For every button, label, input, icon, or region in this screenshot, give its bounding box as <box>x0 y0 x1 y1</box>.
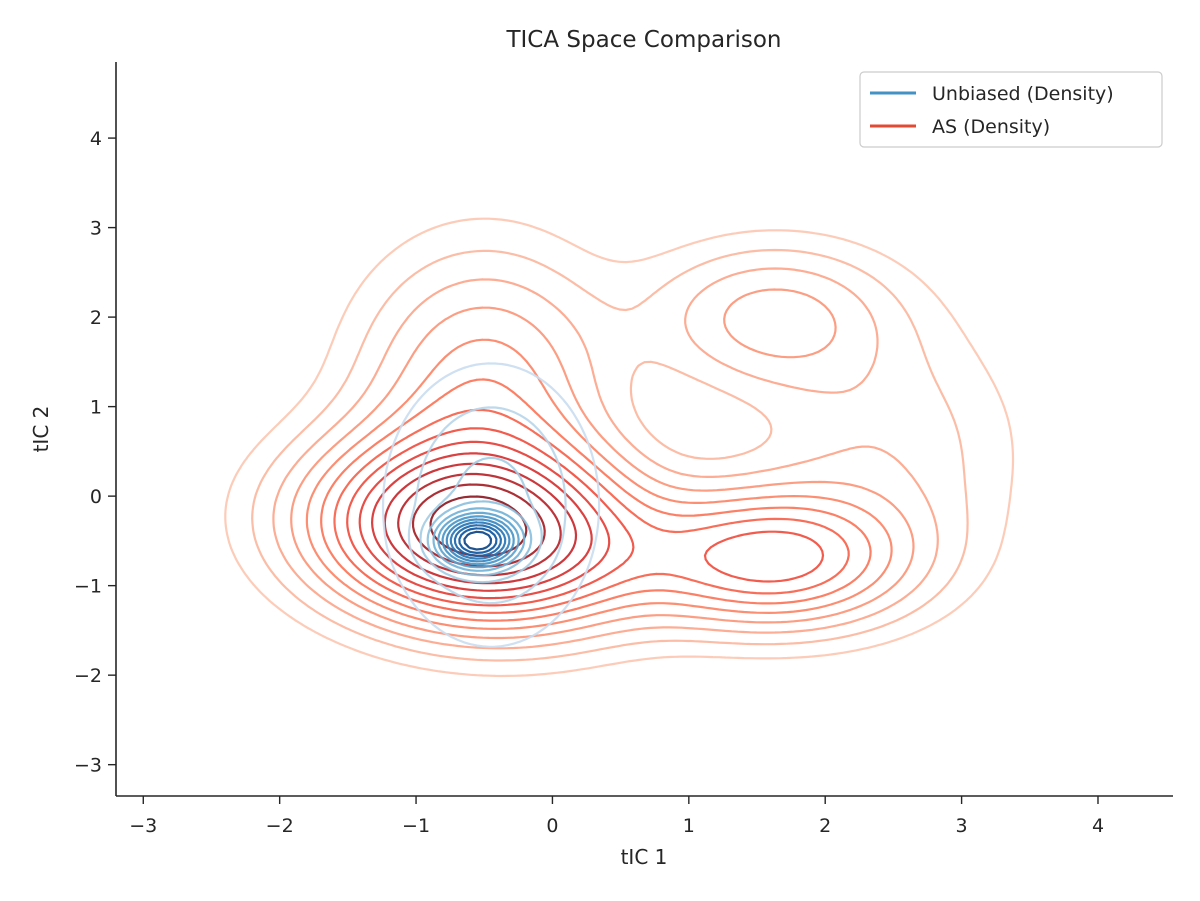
unbiased-contour-level-9 <box>449 521 507 560</box>
x-tick-label: 1 <box>683 815 695 837</box>
legend-label-unbiased: Unbiased (Density) <box>932 83 1114 105</box>
x-tick-label: −1 <box>402 815 430 837</box>
unbiased-contour-level-11 <box>458 527 498 554</box>
as-contour-level-3 <box>272 267 939 650</box>
as-contour-level-11 <box>383 462 578 585</box>
x-axis-title: tIC 1 <box>621 845 668 869</box>
x-tick-label: −2 <box>266 815 294 837</box>
as-contour-level-8 <box>346 427 825 607</box>
x-axis-ticks: −3 −2 −1 0 1 2 3 4 <box>129 796 1104 837</box>
y-tick-label: 4 <box>90 128 102 150</box>
chart-title: TICA Space Comparison <box>505 27 781 53</box>
as-density-contours <box>224 217 1015 678</box>
as-contour-level-2 <box>251 248 969 662</box>
as-contour-level-7 <box>333 408 850 614</box>
unbiased-contour-level-3 <box>419 456 543 584</box>
unbiased-contour-level-5 <box>432 507 526 572</box>
as-contour-level-6 <box>320 378 872 622</box>
unbiased-contour-level-4 <box>426 500 533 577</box>
unbiased-contour-level-1 <box>381 362 601 648</box>
plot-area <box>224 217 1015 678</box>
y-tick-label: 0 <box>90 486 102 508</box>
unbiased-contour-level-8 <box>445 518 511 563</box>
unbiased-contour-level-12 <box>463 530 493 551</box>
y-tick-label: −3 <box>74 755 102 777</box>
x-tick-label: 3 <box>956 815 968 837</box>
y-tick-label: 3 <box>90 218 102 240</box>
y-tick-label: 2 <box>90 307 102 329</box>
unbiased-contour-level-6 <box>437 511 520 569</box>
y-tick-label: −2 <box>74 665 102 687</box>
x-tick-label: 0 <box>546 815 558 837</box>
unbiased-contour-level-7 <box>441 515 515 566</box>
x-tick-label: −3 <box>129 815 157 837</box>
y-tick-label: 1 <box>90 397 102 419</box>
legend-label-as: AS (Density) <box>932 116 1050 138</box>
as-contour-level-4 <box>290 288 915 640</box>
as-contour-level-1 <box>224 217 1015 678</box>
as-contour-level-5 <box>305 338 893 630</box>
as-contour-level-10 <box>371 452 593 592</box>
y-axis-ticks: −3 −2 −1 0 1 2 3 4 <box>74 128 116 777</box>
y-tick-label: −1 <box>74 576 102 598</box>
unbiased-density-contours <box>381 362 601 648</box>
unbiased-contour-level-2 <box>407 406 567 605</box>
legend: Unbiased (Density) AS (Density) <box>859 71 1163 148</box>
unbiased-contour-level-10 <box>453 524 502 557</box>
legend-box <box>859 71 1163 148</box>
x-tick-label: 4 <box>1092 815 1104 837</box>
x-tick-label: 2 <box>819 815 831 837</box>
y-axis-title: tIC 2 <box>29 406 53 453</box>
